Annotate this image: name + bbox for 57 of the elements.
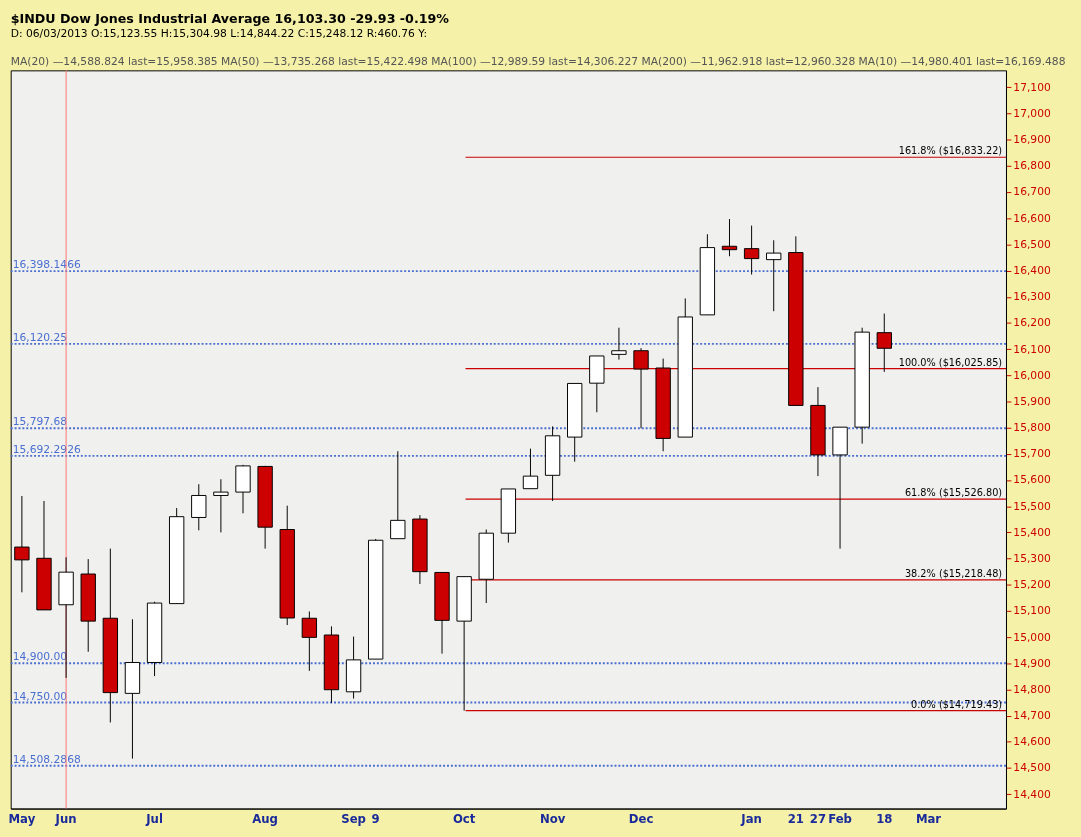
y-tick-label: 16,600 <box>1013 211 1051 225</box>
y-tick-label: 15,500 <box>1013 499 1051 513</box>
y-tick-label: 16,400 <box>1013 264 1051 278</box>
y-tick-label: 15,400 <box>1013 525 1051 539</box>
ref-line-label: 38.2% ($15,218.48) <box>904 567 1003 579</box>
ref-line-label: 15,692.2926 <box>12 442 81 456</box>
x-tick-label: Nov <box>539 811 566 826</box>
y-tick-label: 16,300 <box>1013 290 1051 304</box>
x-tick-label: 9 <box>371 811 380 826</box>
y-tick-label: 15,600 <box>1013 473 1051 487</box>
y-tick-label: 14,900 <box>1013 656 1051 670</box>
ref-line-label: 14,508.2868 <box>12 752 81 766</box>
y-tick-label: 17,100 <box>1013 80 1051 94</box>
x-tick-label: Jan <box>740 811 762 826</box>
y-tick-label: 15,300 <box>1013 551 1051 565</box>
ref-line-label: 16,398.1466 <box>12 258 81 272</box>
y-tick-label: 15,000 <box>1013 630 1051 644</box>
ref-line-label: 16,120.25 <box>12 330 68 344</box>
y-tick-label: 14,700 <box>1013 709 1051 723</box>
x-tick-label: 18 <box>876 811 893 826</box>
y-tick-label: 16,200 <box>1013 316 1051 330</box>
y-tick-label: 15,700 <box>1013 447 1051 461</box>
y-tick-label: 16,800 <box>1013 159 1051 173</box>
x-tick-label: 21 <box>787 811 804 826</box>
x-tick-label: Sep <box>341 811 366 826</box>
x-tick-label: Jun <box>54 811 77 826</box>
x-tick-label: Dec <box>628 811 654 826</box>
y-tick-label: 16,000 <box>1013 368 1051 382</box>
y-tick-label: 16,500 <box>1013 237 1051 251</box>
ref-line-label: 15,797.68 <box>12 415 68 429</box>
y-tick-label: 15,900 <box>1013 394 1051 408</box>
text: MA(20) —14,588.824 last=15,958.385 MA(50) —13,735.268 last=15,422.498 MA(100) —12,989.59 last=14,306.227 MA(200) —11,962.918 last=12,960.328 MA(10) —14,980.401 last=16,169.488 <box>10 55 1066 69</box>
x-tick-label: Mar <box>915 811 942 826</box>
ref-line-label: 100.0% ($16,025.85) <box>898 356 1003 368</box>
y-tick-label: 14,400 <box>1013 787 1051 801</box>
x-tick-label: Oct <box>452 811 476 826</box>
ref-line-label: 161.8% ($16,833.22) <box>898 145 1003 157</box>
y-tick-label: 15,100 <box>1013 604 1051 618</box>
y-tick-label: 14,800 <box>1013 682 1051 696</box>
y-tick-label: 14,500 <box>1013 761 1051 775</box>
chart-title: $INDU Dow Jones Industrial Average 16,103.30 -29.93 -0.19% <box>10 10 450 26</box>
x-tick-label: Aug <box>252 811 278 826</box>
y-tick-label: 16,700 <box>1013 185 1051 199</box>
y-tick-label: 14,600 <box>1013 735 1051 749</box>
y-tick-label: 16,100 <box>1013 342 1051 356</box>
x-tick-label: 27 <box>809 811 827 826</box>
ref-line-label: 61.8% ($15,526.80) <box>904 487 1003 499</box>
ref-line-label: 14,750.00 <box>12 689 68 703</box>
chart-subtitle: D: 06/03/2013 O:15,123.55 H:15,304.98 L:14,844.22 C:15,248.12 R:460.76 Y: <box>10 27 427 41</box>
y-tick-label: 15,200 <box>1013 578 1051 592</box>
ref-line-label: 0.0% ($14,719.43) <box>911 698 1003 710</box>
x-tick-label: Feb <box>828 811 852 826</box>
x-tick-label: May <box>8 811 36 826</box>
y-tick-label: 16,900 <box>1013 133 1051 147</box>
y-tick-label: 17,000 <box>1013 106 1051 120</box>
x-tick-label: Jul <box>145 811 163 826</box>
y-tick-label: 15,800 <box>1013 421 1051 435</box>
